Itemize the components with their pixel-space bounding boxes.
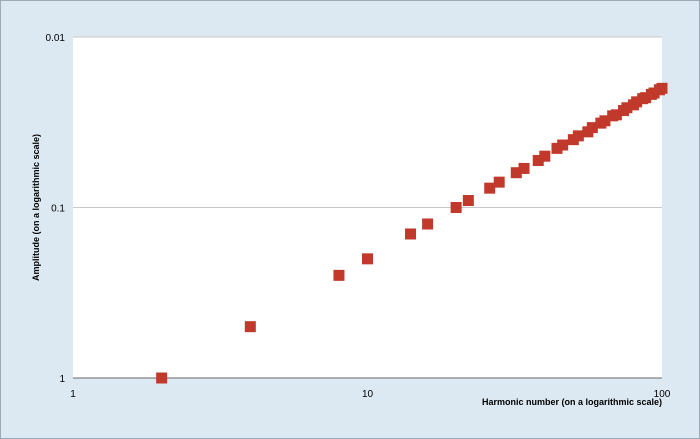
data-point bbox=[510, 167, 522, 179]
data-point bbox=[405, 228, 417, 240]
data-point bbox=[572, 130, 584, 142]
data-point bbox=[631, 96, 643, 108]
data-point bbox=[610, 109, 622, 121]
data-point bbox=[640, 92, 652, 104]
data-point bbox=[462, 195, 474, 207]
data-point bbox=[362, 253, 373, 265]
data-point bbox=[551, 142, 563, 154]
x-tick-label: 1 bbox=[70, 389, 76, 400]
data-point bbox=[532, 154, 544, 166]
y-tick-label: 0.1 bbox=[51, 204, 65, 215]
data-point bbox=[656, 82, 668, 94]
data-point bbox=[586, 122, 598, 134]
data-point bbox=[450, 202, 462, 213]
data-point bbox=[557, 139, 569, 151]
data-point bbox=[244, 321, 256, 333]
grid bbox=[73, 36, 662, 208]
data-point bbox=[621, 102, 633, 114]
data-point bbox=[333, 269, 345, 281]
y-tick-label: 1 bbox=[59, 374, 65, 385]
data-point bbox=[422, 218, 434, 230]
data-point bbox=[599, 115, 611, 127]
y-tick-label: 0.01 bbox=[46, 33, 66, 44]
data-point bbox=[156, 372, 168, 384]
data-point bbox=[493, 176, 505, 188]
x-tick-label: 100 bbox=[654, 389, 671, 400]
tick-labels: 1 10 100 0.01 0.1 1 bbox=[46, 33, 671, 400]
data-point bbox=[518, 162, 530, 174]
x-axis-title: Harmonic number (on a logarithmic scale) bbox=[482, 397, 662, 407]
x-tick-label: 10 bbox=[362, 389, 374, 400]
data-point bbox=[484, 182, 496, 194]
data-point bbox=[539, 150, 551, 162]
data-markers bbox=[156, 82, 668, 384]
y-axis-title: Amplitude (on a logarithmic scale) bbox=[31, 134, 41, 281]
